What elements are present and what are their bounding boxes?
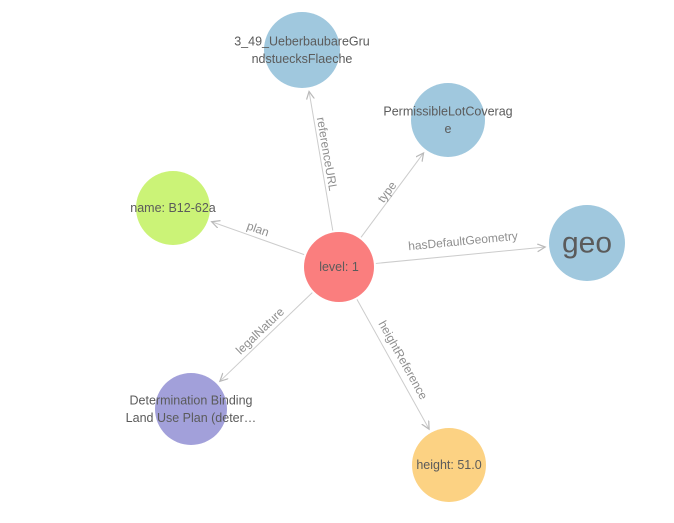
edge-has-default-geometry xyxy=(375,247,545,264)
edge-labels-layer: referenceURL type hasDefaultGeometry plan le… xyxy=(233,116,518,402)
node-legal-nature-target[interactable] xyxy=(155,373,227,445)
node-ueberbaubare-grundstuecksflaeche-label: 3_49_UeberbaubareGru ndstuecksFlaeche xyxy=(234,34,370,66)
edge-type-label: type xyxy=(375,178,400,205)
edge-height-reference xyxy=(356,299,429,429)
nodes-layer: level: 1 3_49_UeberbaubareGru ndstuecksFla… xyxy=(126,12,625,502)
edge-height-reference-label: heightReference xyxy=(375,318,430,402)
edge-type xyxy=(360,153,424,238)
edge-reference-url-label: referenceURL xyxy=(314,116,340,192)
edge-plan-label: plan xyxy=(245,219,271,240)
node-height-label: height: 51.0 xyxy=(416,458,481,472)
node-ueberbaubare-grundstuecksflaeche[interactable] xyxy=(264,12,340,88)
node-permissible-lot-coverage[interactable] xyxy=(411,83,485,157)
node-name[interactable] xyxy=(136,171,210,245)
node-height[interactable] xyxy=(412,428,486,502)
edges-layer xyxy=(212,91,546,429)
node-legal-nature-target-label: Determination Binding Land Use Plan (dete… xyxy=(126,393,257,425)
node-permissible-lot-coverage-label: PermissibleLotCoverag e xyxy=(383,104,512,136)
edge-legal-nature xyxy=(220,292,313,382)
node-level-label: level: 1 xyxy=(319,260,359,274)
node-geo[interactable] xyxy=(549,205,625,281)
edge-plan xyxy=(212,222,305,256)
node-level[interactable] xyxy=(304,232,374,302)
edge-has-default-geometry-label: hasDefaultGeometry xyxy=(408,229,519,253)
edge-reference-url xyxy=(309,91,334,231)
node-name-label: name: B12-62a xyxy=(130,201,216,215)
node-geo-label: geo xyxy=(562,227,612,260)
edge-legal-nature-label: legalNature xyxy=(233,304,287,357)
